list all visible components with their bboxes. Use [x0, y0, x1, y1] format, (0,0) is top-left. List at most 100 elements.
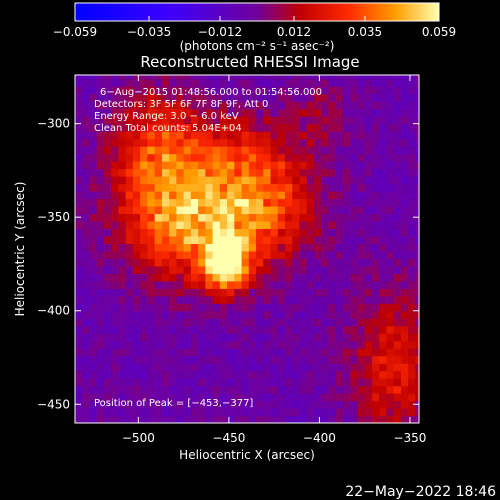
heatmap-cell [176, 228, 185, 237]
heatmap-cell [379, 205, 388, 215]
heatmap-cell [277, 340, 286, 349]
heatmap-cell [415, 340, 419, 349]
heatmap-cell [205, 116, 214, 125]
heatmap-cell [357, 370, 366, 379]
heatmap-cell [357, 288, 366, 297]
heatmap-cell [415, 363, 419, 372]
heatmap-cell [205, 146, 214, 155]
heatmap-cell [321, 161, 330, 170]
heatmap-cell [205, 415, 214, 423]
heatmap-cell [103, 288, 112, 297]
heatmap-cell [118, 355, 127, 364]
heatmap-cell [219, 340, 228, 349]
heatmap-cell [393, 123, 402, 132]
heatmap-cell [270, 93, 279, 102]
heatmap-cell [277, 303, 286, 312]
heatmap-cell [263, 310, 272, 319]
heatmap-cell [357, 235, 366, 244]
heatmap-cell [241, 146, 250, 155]
heatmap-cell [285, 408, 293, 417]
heatmap-cell [292, 400, 301, 409]
heatmap-cell [350, 288, 359, 297]
heatmap-cell [364, 205, 373, 215]
heatmap-cell [234, 168, 243, 177]
heatmap-cell [219, 116, 228, 125]
heatmap-cell [328, 393, 337, 402]
heatmap-cell [198, 123, 206, 132]
heatmap-cell [161, 393, 170, 402]
heatmap-cell [306, 378, 315, 387]
heatmap-cell [328, 370, 337, 379]
heatmap-cell [169, 408, 177, 417]
heatmap-cell [350, 205, 359, 215]
heatmap-cell [371, 116, 380, 125]
heatmap-cell [82, 131, 91, 140]
heatmap-cell [270, 243, 279, 252]
heatmap-cell [285, 265, 293, 274]
heatmap-cell [313, 385, 322, 394]
heatmap-cell [386, 108, 395, 117]
heatmap-cell [371, 385, 380, 394]
heatmap-cell [212, 295, 221, 304]
heatmap-cell [103, 355, 112, 364]
heatmap-cell [285, 191, 293, 200]
heatmap-cell [103, 415, 112, 423]
heatmap-cell [393, 131, 402, 140]
heatmap-cell [219, 325, 228, 334]
heatmap-cell [306, 325, 315, 334]
heatmap-cell [140, 303, 149, 312]
heatmap-cell [306, 213, 315, 222]
heatmap-cell [190, 123, 199, 132]
heatmap-cell [386, 363, 395, 372]
heatmap-cell [190, 205, 199, 215]
heatmap-cell [111, 385, 120, 394]
heatmap-cell [270, 370, 279, 379]
heatmap-cell [393, 228, 402, 237]
heatmap-cell [299, 75, 308, 80]
heatmap-cell [234, 348, 243, 357]
heatmap-cell [270, 176, 279, 185]
heatmap-cell [161, 400, 170, 409]
heatmap-cell [393, 205, 402, 215]
heatmap-cell [400, 220, 409, 230]
heatmap-cell [292, 265, 301, 274]
heatmap-cell [357, 191, 366, 200]
heatmap-cell [386, 116, 395, 125]
heatmap-cell [169, 385, 177, 394]
heatmap-cell [379, 355, 388, 364]
heatmap-cell [415, 191, 419, 200]
heatmap-cell [328, 265, 337, 274]
heatmap-cell [386, 295, 395, 304]
heatmap-cell [335, 220, 344, 230]
heatmap-cell [415, 131, 419, 140]
heatmap-cell [408, 228, 416, 237]
heatmap-cell [75, 123, 83, 132]
heatmap-cell [96, 393, 105, 402]
heatmap-cell [408, 146, 416, 155]
heatmap-cell [82, 198, 91, 207]
heatmap-cell [118, 348, 127, 357]
heatmap-cell [393, 86, 402, 95]
heatmap-cell [103, 161, 112, 170]
heatmap-cell [161, 378, 170, 387]
heatmap-cell [190, 86, 199, 95]
heatmap-cell [415, 348, 419, 357]
heatmap-cell [342, 123, 351, 132]
heatmap-cell [277, 205, 286, 215]
heatmap-cell [103, 183, 112, 192]
heatmap-cell [205, 93, 214, 102]
heatmap-cell [321, 131, 330, 140]
heatmap-cell [321, 183, 330, 192]
heatmap-cell [335, 101, 344, 110]
heatmap-cell [342, 75, 351, 80]
heatmap-cell [299, 250, 308, 259]
heatmap-cell [147, 183, 156, 192]
heatmap-cell [364, 213, 373, 222]
heatmap-cell [371, 243, 380, 252]
heatmap-cell [248, 415, 257, 423]
heatmap-cell [241, 198, 250, 207]
heatmap-cell [342, 250, 351, 259]
heatmap-cell [371, 273, 380, 282]
heatmap-cell [140, 408, 149, 417]
heatmap-cell [183, 273, 192, 282]
